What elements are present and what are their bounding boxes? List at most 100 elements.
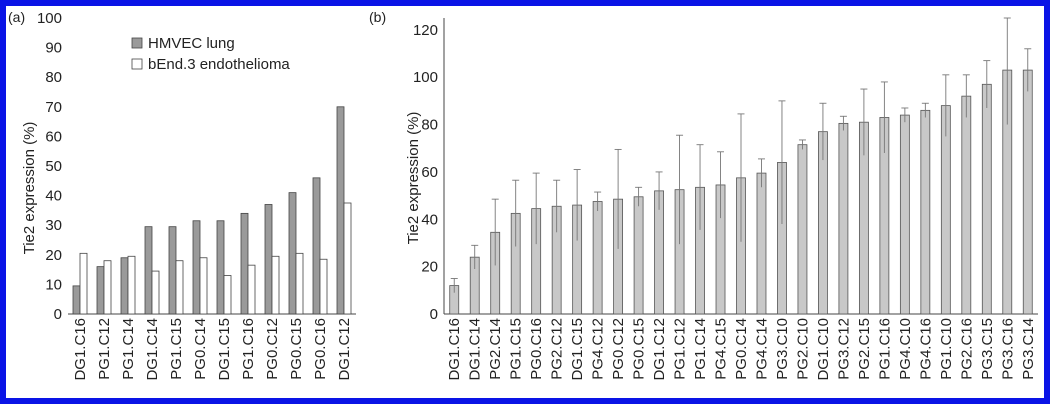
panel-b-y-tick-label: 20 — [421, 259, 438, 276]
bar-tie2-expression — [899, 114, 910, 315]
bar-bend3-endothelioma — [103, 260, 112, 315]
bar-tie2-expression — [592, 201, 603, 315]
panel-b-y-tick-label: 0 — [430, 306, 438, 323]
bar-hmvec-lung — [168, 226, 177, 315]
panel-b-y-axis: 0 20 40 60 80 100 120 — [413, 18, 1038, 323]
panel-b-x-axis: DG1.C16 DG1.C14 PG2.C14 PG1.C15 PG0.C16 PG2.C… — [446, 318, 1037, 381]
panel-a-y-tick-label: 30 — [45, 217, 62, 234]
bar-bend3-endothelioma — [247, 264, 256, 315]
legend-swatch-hmvec — [131, 37, 143, 49]
panel-b-x-tick-label: PG2.C10 — [794, 318, 811, 380]
panel-b-x-tick-label: PG0.C12 — [610, 318, 627, 380]
legend-label-bend3: bEnd.3 endothelioma — [148, 56, 290, 73]
panel-a-y-tick-label: 40 — [45, 188, 62, 205]
bar-tie2-expression — [838, 122, 849, 315]
panel-b-y-tick-label: 40 — [421, 211, 438, 228]
panel-b-y-tick-label: 80 — [421, 117, 438, 134]
panel-b-x-tick-label: PG3.C10 — [774, 318, 791, 380]
bar-hmvec-lung — [288, 192, 297, 315]
bar-tie2-expression — [961, 95, 972, 315]
bar-tie2-expression — [920, 109, 931, 315]
panel-b-x-tick-label: PG4.C16 — [917, 318, 934, 380]
bar-hmvec-lung — [336, 106, 345, 315]
panel-a: (a) Tie2 expression (%) 0 10 20 30 40 50 60 70 8… — [8, 9, 356, 381]
bar-hmvec-lung — [312, 177, 321, 315]
panel-b-x-tick-label: PG0.C16 — [528, 318, 545, 380]
panel-a-y-axis: 0 10 20 30 40 50 60 70 80 90 100 — [37, 10, 356, 323]
panel-b-x-tick-label: PG1.C10 — [938, 318, 955, 380]
panel-a-y-tick-label: 90 — [45, 40, 62, 57]
panel-a-x-tick-label: DG1.C15 — [216, 318, 233, 381]
panel-a-y-tick-label: 70 — [45, 99, 62, 116]
panel-b-x-tick-label: DG1.C12 — [651, 318, 668, 381]
panel-b-x-tick-label: PG2.C16 — [958, 318, 975, 380]
bar-tie2-expression — [633, 196, 644, 315]
panel-b-x-tick-label: PG0.C14 — [733, 318, 750, 380]
panel-a-x-tick-label: DG1.C16 — [72, 318, 89, 381]
bar-bend3-endothelioma — [295, 252, 304, 315]
panel-b-x-tick-label: PG4.C15 — [713, 318, 730, 380]
bar-hmvec-lung — [96, 266, 105, 315]
panel-a-label: (a) — [8, 9, 25, 25]
panel-a-y-tick-label: 10 — [45, 276, 62, 293]
legend-swatch-bend3 — [131, 58, 143, 70]
panel-a-y-tick-label: 100 — [37, 10, 62, 27]
panel-a-x-tick-label: PG1.C16 — [240, 318, 257, 380]
panel-b-x-tick-label: PG1.C16 — [876, 318, 893, 380]
panel-b-x-tick-label: PG0.C15 — [631, 318, 648, 380]
panel-a-bars — [72, 106, 352, 315]
bar-hmvec-lung — [192, 220, 201, 315]
panel-a-x-tick-label: DG1.C14 — [144, 318, 161, 381]
bar-bend3-endothelioma — [319, 258, 328, 315]
panel-a-x-tick-label: PG0.C16 — [312, 318, 329, 380]
panel-b-x-tick-label: DG1.C10 — [815, 318, 832, 381]
panel-b-bars — [449, 17, 1033, 315]
panel-a-y-tick-label: 20 — [45, 247, 62, 264]
panel-a-y-tick-label: 60 — [45, 128, 62, 145]
bar-bend3-endothelioma — [199, 257, 208, 315]
bar-tie2-expression — [940, 105, 951, 315]
panel-b-x-tick-label: PG3.C15 — [979, 318, 996, 380]
bar-bend3-endothelioma — [175, 260, 184, 315]
bar-bend3-endothelioma — [343, 202, 352, 315]
panel-a-y-tick-label: 50 — [45, 158, 62, 175]
panel-a-y-axis-label: Tie2 expression (%) — [21, 122, 38, 255]
bar-tie2-expression — [1022, 69, 1033, 315]
panel-b-x-tick-label: PG3.C16 — [999, 318, 1016, 380]
panel-b-x-tick-label: PG1.C15 — [508, 318, 525, 380]
panel-a-y-tick-label: 0 — [54, 306, 62, 323]
panel-b-x-tick-label: PG3.C14 — [1020, 318, 1037, 380]
panel-b-x-tick-label: PG2.C12 — [549, 318, 566, 380]
bar-hmvec-lung — [240, 212, 249, 315]
bar-hmvec-lung — [144, 226, 153, 315]
figure-canvas: (a) Tie2 expression (%) 0 10 20 30 40 50 60 70 8… — [8, 9, 1038, 381]
bar-hmvec-lung — [216, 220, 225, 315]
panel-b-x-tick-label: PG4.C12 — [590, 318, 607, 380]
panel-a-x-tick-label: PG1.C14 — [120, 318, 137, 380]
bar-bend3-endothelioma — [223, 275, 232, 315]
panel-b-x-tick-label: DG1.C16 — [446, 318, 463, 381]
bar-bend3-endothelioma — [271, 255, 280, 315]
panel-b-x-tick-label: PG4.C14 — [753, 318, 770, 380]
panel-a-x-tick-label: PG0.C14 — [192, 318, 209, 380]
bar-bend3-endothelioma — [79, 252, 88, 315]
panel-b-y-tick-label: 120 — [413, 22, 438, 39]
panel-b: (b) Tie2 expression (%) 020406080100120 … — [369, 9, 1038, 381]
panel-a-x-tick-label: PG1.C12 — [96, 318, 113, 380]
panel-b-x-tick-label: PG1.C12 — [672, 318, 689, 380]
panel-b-x-tick-label: PG2.C14 — [487, 318, 504, 380]
panel-b-y-axis-label: Tie2 expression (%) — [405, 112, 422, 245]
bar-hmvec-lung — [264, 204, 273, 315]
panel-a-y-tick-label: 80 — [45, 69, 62, 86]
figure-frame: (a) Tie2 expression (%) 0 10 20 30 40 50 60 70 8… — [6, 6, 1044, 398]
panel-a-x-tick-label: DG1.C12 — [336, 318, 353, 381]
bar-hmvec-lung — [120, 257, 129, 315]
panel-b-label: (b) — [369, 9, 386, 25]
panel-b-x-tick-label: PG3.C12 — [835, 318, 852, 380]
panel-b-y-tick-label: 100 — [413, 69, 438, 86]
panel-a-x-tick-label: PG0.C15 — [288, 318, 305, 380]
bar-bend3-endothelioma — [127, 255, 136, 315]
panel-b-x-tick-label: DG1.C14 — [467, 318, 484, 381]
panel-b-x-tick-label: PG1.C14 — [692, 318, 709, 380]
bar-tie2-expression — [981, 83, 992, 315]
